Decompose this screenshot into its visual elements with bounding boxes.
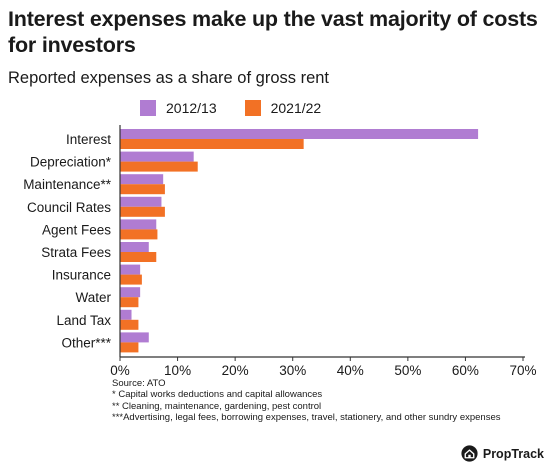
bar-2021-3 xyxy=(120,206,165,217)
bar-2012-5 xyxy=(120,242,149,252)
bar-2021-7 xyxy=(120,297,139,308)
house-icon xyxy=(461,445,478,462)
bar-2012-2 xyxy=(120,174,164,185)
bar-2012-0 xyxy=(120,129,479,139)
bar-2012-1 xyxy=(120,151,194,162)
category-label: Water xyxy=(75,290,111,305)
legend-swatch-2021 xyxy=(244,100,261,116)
category-label: Strata Fees xyxy=(41,245,111,260)
category-label: Agent Fees xyxy=(42,222,111,237)
bar-2021-0 xyxy=(120,139,304,149)
x-tick-label: 10% xyxy=(164,363,191,378)
category-label: Other*** xyxy=(61,335,111,350)
legend-swatch-2012 xyxy=(140,100,156,116)
bar-2012-4 xyxy=(120,219,157,230)
legend: 2012/13 2021/22 xyxy=(140,100,349,116)
legend-item-2021: 2021/22 xyxy=(244,100,322,116)
bar-2012-9 xyxy=(120,332,149,343)
category-label: Council Rates xyxy=(27,200,111,215)
note-depreciation: * Capital works deductions and capital a… xyxy=(112,389,323,401)
chart-subtitle: Reported expenses as a share of gross re… xyxy=(8,69,330,87)
note-other: ***Advertising, legal fees, borrowing ex… xyxy=(112,412,501,424)
x-tick-label: 60% xyxy=(452,363,479,378)
x-tick-label: 40% xyxy=(337,363,364,378)
legend-label-2012: 2012/13 xyxy=(166,100,217,116)
note-source: Source: ATO xyxy=(112,378,166,389)
x-tick-label: 20% xyxy=(222,363,249,378)
bar-2021-4 xyxy=(120,229,158,240)
category-label: Interest xyxy=(66,132,111,147)
bar-2012-7 xyxy=(120,287,141,298)
bar-2012-3 xyxy=(120,196,162,207)
bar-2021-2 xyxy=(120,184,165,195)
footnotes: Source: ATO * Capital works deductions a… xyxy=(112,378,500,424)
bar-2021-5 xyxy=(120,252,157,262)
bar-2021-6 xyxy=(120,274,142,285)
x-tick-label: 0% xyxy=(110,363,130,378)
brand-name: PropTrack xyxy=(482,446,544,461)
category-label: Insurance xyxy=(52,268,111,283)
bar-2021-9 xyxy=(120,342,139,353)
category-label: Maintenance** xyxy=(23,177,112,192)
bar-2012-6 xyxy=(120,264,141,275)
category-label: Depreciation* xyxy=(30,155,112,170)
chart-title: Interest expenses make up the vast major… xyxy=(8,7,538,57)
x-tick-label: 70% xyxy=(509,363,536,378)
bar-2012-8 xyxy=(120,309,132,320)
legend-label-2021: 2021/22 xyxy=(270,100,322,116)
bar-2021-8 xyxy=(120,319,139,330)
note-maintenance: ** Cleaning, maintenance, gardening, pes… xyxy=(112,400,322,412)
legend-item-2012: 2012/13 xyxy=(140,100,217,116)
brand-logo: PropTrack xyxy=(461,445,544,462)
bar-2021-1 xyxy=(120,161,198,172)
bar-chart: Interest Depreciation* Maintenance** Counci… xyxy=(23,125,537,378)
category-label: Land Tax xyxy=(56,313,111,328)
x-tick-label: 30% xyxy=(279,363,306,378)
x-tick-label: 50% xyxy=(394,363,421,378)
